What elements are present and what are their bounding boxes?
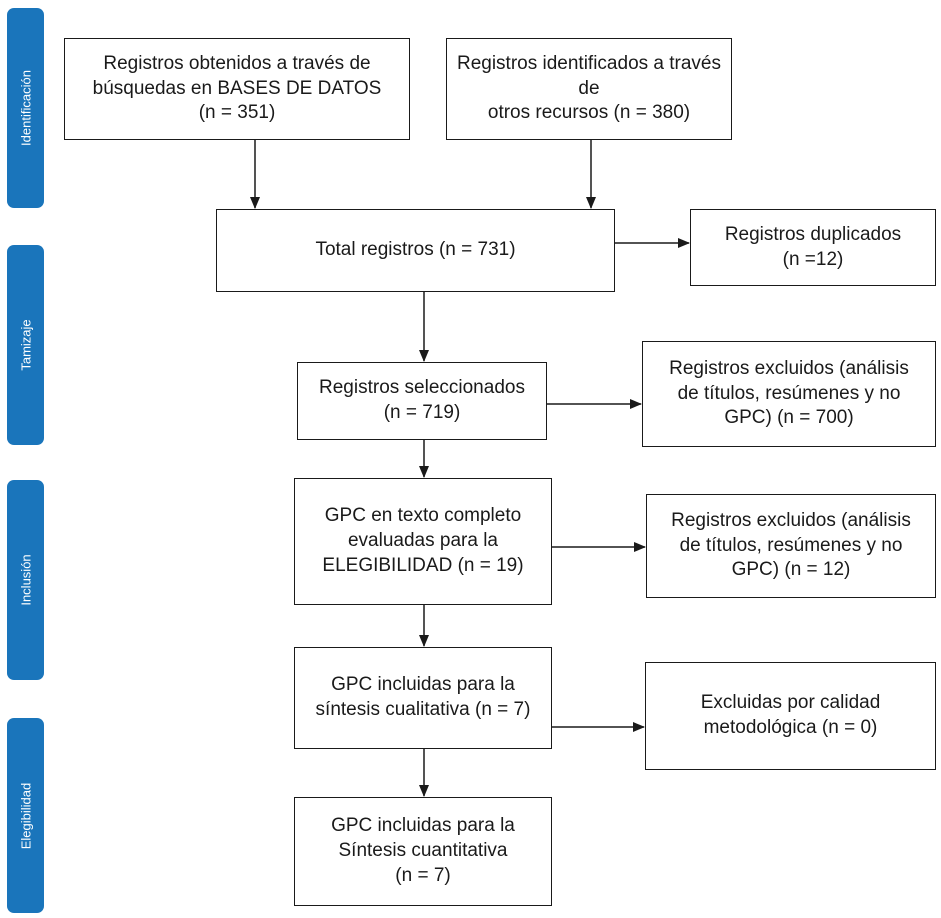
box-quantitative-text: GPC incluidas para la Síntesis cuantitat…	[331, 815, 515, 886]
box-other-records: Registros identificados a través de otro…	[446, 38, 732, 140]
box-excluded-inclusion: Registros excluidos (análisis de títulos…	[646, 494, 936, 598]
box-quantitative: GPC incluidas para la Síntesis cuantitat…	[294, 797, 552, 906]
box-qualitative: GPC incluidas para la síntesis cualitati…	[294, 647, 552, 749]
box-db-records: Registros obtenidos a través de búsqueda…	[64, 38, 410, 140]
phase-bar-inclusion: Inclusión	[7, 480, 44, 680]
phase-bar-elegibilidad: Elegibilidad	[7, 718, 44, 913]
box-excluded-screening-text: Registros excluidos (análisis de títulos…	[669, 357, 909, 429]
box-full-text-text: GPC en texto completo evaluadas para la …	[322, 505, 524, 576]
box-other-records-text: Registros identificados a través de otro…	[456, 52, 721, 124]
box-excluded-quality-text: Excluidas por calidad metodológica (n = …	[700, 692, 881, 738]
box-total-records-text: Total registros (n = 731)	[315, 239, 516, 261]
box-excluded-inclusion-text: Registros excluidos (análisis de títulos…	[671, 509, 911, 581]
box-selected-text: Registros seleccionados (n = 719)	[319, 377, 525, 423]
box-qualitative-text: GPC incluidas para la síntesis cualitati…	[315, 674, 531, 720]
phase-bar-tamizaje: Tamizaje	[7, 245, 44, 445]
box-full-text: GPC en texto completo evaluadas para la …	[294, 478, 552, 605]
box-excluded-screening: Registros excluidos (análisis de títulos…	[642, 341, 936, 447]
box-selected: Registros seleccionados (n = 719)	[297, 362, 547, 440]
box-total-records: Total registros (n = 731)	[216, 209, 615, 292]
box-excluded-quality: Excluidas por calidad metodológica (n = …	[645, 662, 936, 770]
box-duplicates-text: Registros duplicados (n =12)	[724, 223, 902, 270]
box-db-records-text: Registros obtenidos a través de búsqueda…	[92, 52, 382, 124]
phase-bar-identificacion: Identificación	[7, 8, 44, 208]
box-duplicates: Registros duplicados (n =12)	[690, 209, 936, 286]
